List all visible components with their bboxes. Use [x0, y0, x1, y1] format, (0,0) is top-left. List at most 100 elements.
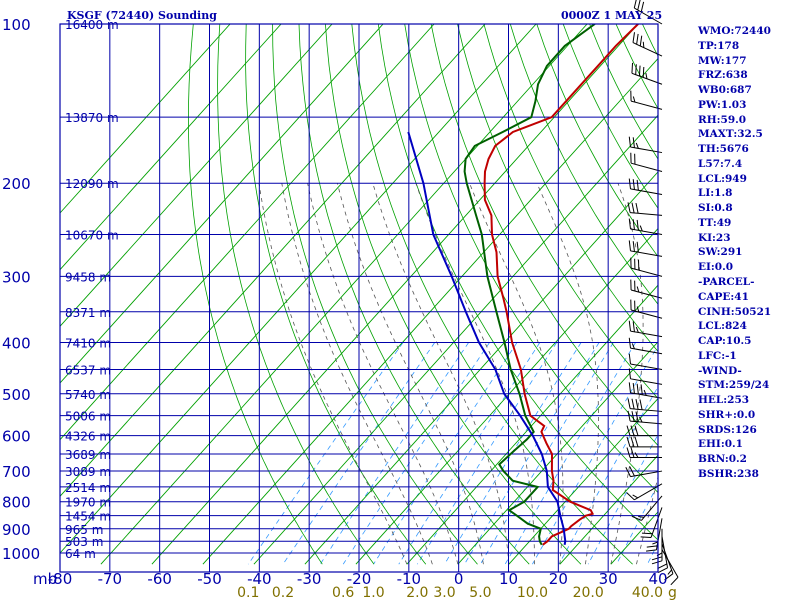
- index-item: WB0:687: [698, 84, 752, 97]
- barb-full: [629, 466, 635, 477]
- index-item: MAXT:32.5: [698, 128, 763, 141]
- wind-barb: [640, 507, 663, 538]
- barb-half: [636, 286, 640, 293]
- barb-pennant: [628, 368, 631, 379]
- barb-full: [632, 219, 635, 230]
- height-label: 10670 m: [65, 229, 119, 243]
- barb-full: [632, 321, 635, 332]
- barb-full: [646, 545, 658, 548]
- y-tick-label: 800: [2, 494, 31, 512]
- moist-adiabat: [536, 183, 599, 565]
- mixing-ratio-label: 0.2: [272, 585, 294, 600]
- dry-adiabat: [217, 24, 375, 565]
- dry-adiabat: [351, 24, 633, 565]
- mixing-ratio-line: [373, 342, 518, 565]
- index-item: EHI:0.1: [698, 438, 743, 451]
- barb-full: [630, 436, 635, 447]
- y-tick-label: 300: [2, 268, 31, 286]
- barb-full: [636, 383, 639, 395]
- isotherm: [304, 171, 658, 565]
- wind-barbs: [625, 0, 679, 586]
- barb-full: [641, 532, 653, 535]
- barb-staff: [650, 507, 663, 538]
- barb-staff: [630, 100, 663, 110]
- index-item: EI:0.0: [698, 261, 734, 274]
- wind-barb: [628, 136, 663, 154]
- mixing-ratio-line: [504, 342, 636, 565]
- mixing-ratio-line: [558, 386, 658, 565]
- index-item: MW:177: [698, 54, 747, 67]
- barb-full: [626, 447, 631, 458]
- wind-barb: [628, 337, 663, 355]
- x-tick-label: -20: [347, 570, 372, 588]
- mixing-ratio-label: 3.0: [433, 585, 455, 600]
- x-tick-label: -30: [297, 570, 322, 588]
- index-item: -PARCEL-: [698, 276, 755, 289]
- height-label: 7410 m: [65, 336, 111, 350]
- dry-adiabat: [325, 24, 582, 565]
- isotherm: [60, 24, 537, 554]
- height-label: 12090 m: [65, 177, 119, 191]
- index-item: TT:49: [698, 216, 732, 229]
- barb-full: [657, 563, 668, 570]
- x-tick-label: -40: [247, 570, 272, 588]
- barb-full: [640, 384, 643, 395]
- barb-full: [634, 425, 639, 436]
- isotherm: [60, 24, 282, 271]
- x-tick-label: 30: [599, 570, 618, 588]
- barb-full: [632, 32, 636, 43]
- wind-barb: [630, 90, 663, 110]
- index-item: L57:7.4: [698, 157, 743, 170]
- dry-adiabat: [187, 24, 323, 565]
- barb-full: [631, 411, 635, 422]
- barb-full: [658, 567, 668, 573]
- isotherm: [151, 24, 639, 565]
- isotherm: [406, 284, 658, 565]
- barb-full: [636, 33, 639, 45]
- barb-full: [633, 0, 637, 9]
- barb-half: [667, 569, 672, 575]
- mixing-ratio-label: 1.0: [362, 585, 384, 600]
- barb-full: [631, 202, 635, 214]
- wind-barb: [661, 549, 679, 586]
- barb-full: [625, 467, 631, 477]
- y-tick-label: 1000: [2, 545, 40, 563]
- isotherm: [457, 341, 658, 565]
- barb-full: [635, 202, 639, 214]
- isotherm: [60, 24, 384, 384]
- height-label: 3689 m: [65, 448, 111, 462]
- barb-full: [637, 0, 641, 11]
- barb-full: [628, 382, 631, 393]
- isotherm: [253, 114, 658, 565]
- wind-barb: [630, 257, 663, 277]
- x-tick-label: -50: [197, 570, 222, 588]
- barb-full: [631, 62, 634, 74]
- barb-half: [632, 96, 636, 103]
- barb-full: [635, 399, 639, 410]
- height-label: 1970 m: [65, 496, 111, 510]
- mixing-ratio-line: [282, 342, 436, 565]
- barb-half: [634, 452, 639, 458]
- barb-staff: [632, 42, 663, 57]
- barb-full: [638, 65, 641, 77]
- wind-barb: [646, 518, 663, 552]
- wind-barb: [633, 0, 663, 25]
- dry-adiabat: [245, 24, 427, 565]
- barb-staff: [630, 330, 663, 338]
- barb-full: [639, 399, 643, 410]
- mixing-ratio-line: [319, 342, 469, 565]
- dry-adiabat: [483, 24, 658, 352]
- barb-half: [635, 142, 639, 149]
- barb-pennant: [628, 240, 631, 251]
- grid-layer: [60, 24, 658, 572]
- height-label: 2514 m: [65, 481, 111, 495]
- barb-staff: [630, 378, 663, 385]
- y-tick-label: 400: [2, 334, 31, 352]
- x-tick-label: -60: [147, 570, 172, 588]
- mixing-ratio-line: [342, 342, 490, 565]
- index-item: CINH:50521: [698, 305, 772, 318]
- index-item: SRDS:126: [698, 423, 757, 436]
- index-item: LFC:-1: [698, 349, 737, 362]
- index-item: LCL:824: [698, 320, 747, 333]
- index-item: SW:291: [698, 246, 743, 259]
